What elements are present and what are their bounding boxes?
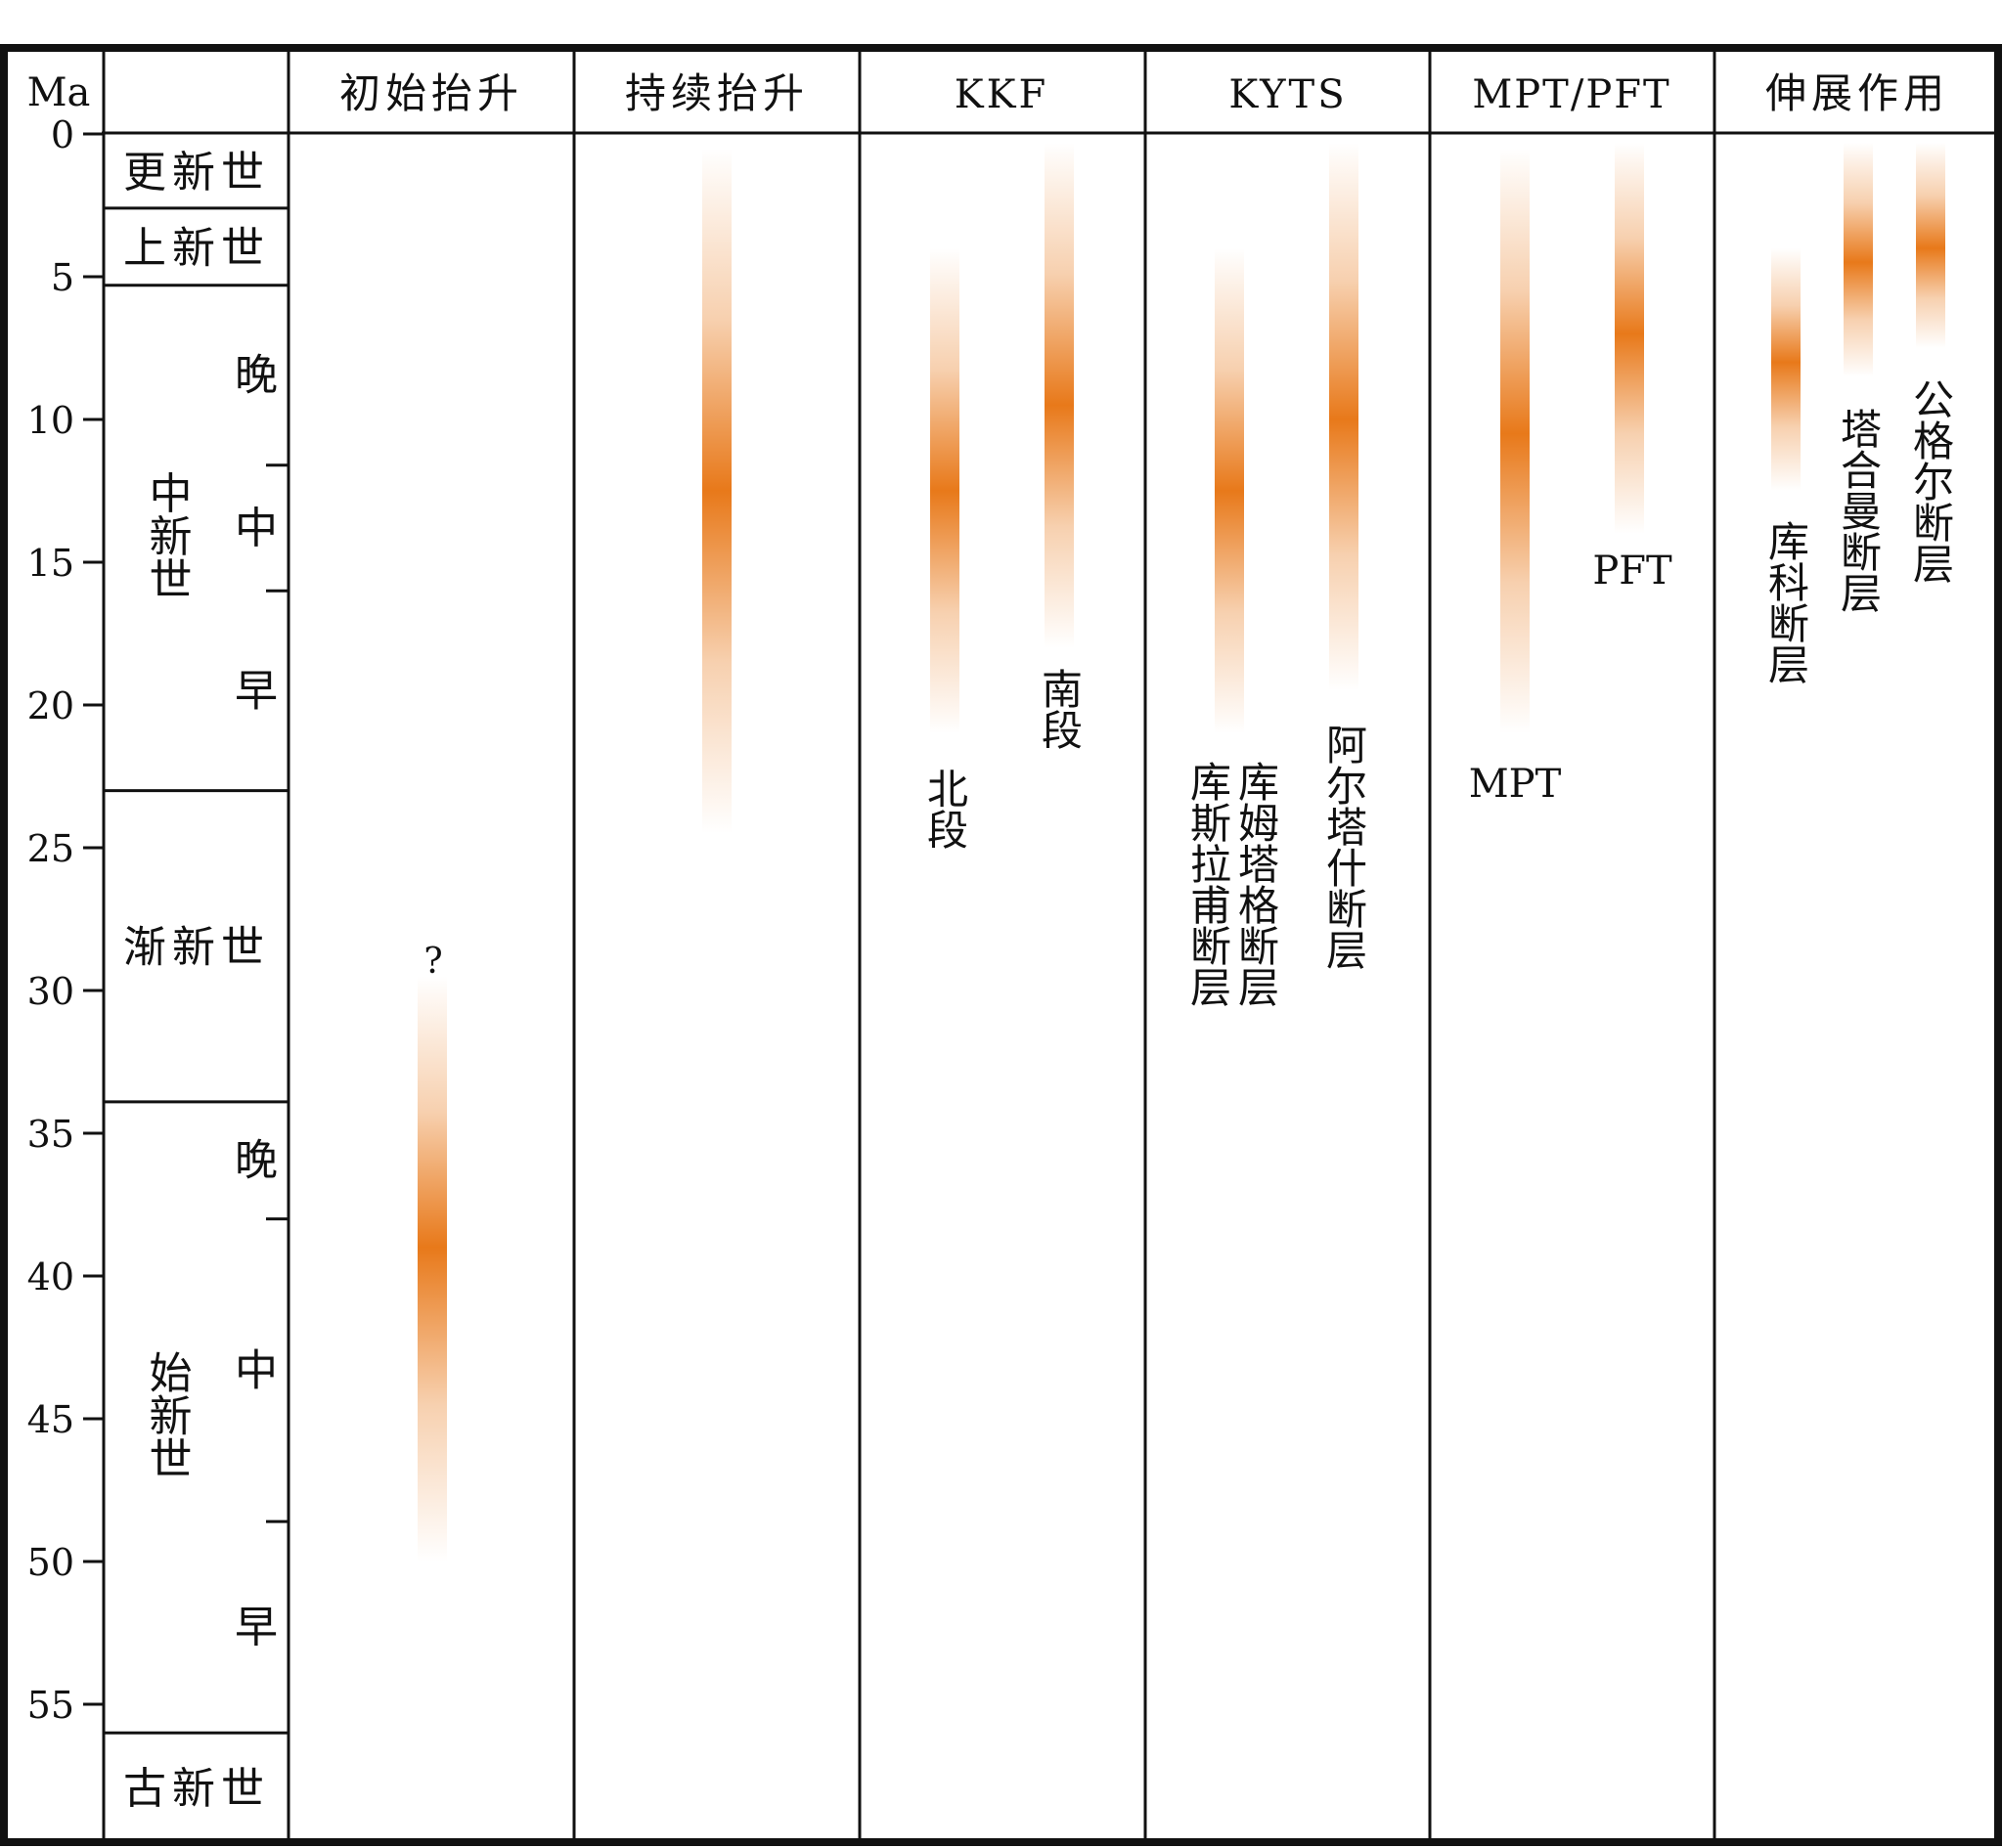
kongur-tahman-bar xyxy=(1844,142,1873,377)
kkf-south-bar xyxy=(1045,142,1074,648)
sub-epoch-label: 中 xyxy=(235,504,278,553)
kongur-gongur-label: 公格尔断层 xyxy=(1907,378,1955,584)
mpt-bar xyxy=(1500,148,1530,734)
axis-tick-label: 20 xyxy=(27,684,74,727)
kkf-north-bar xyxy=(930,247,959,734)
axis-tick-label: 50 xyxy=(27,1541,74,1584)
kkf-north-label: 北段 xyxy=(921,768,969,850)
epoch-label: 中新世 xyxy=(142,470,192,599)
outer-border xyxy=(0,44,2002,1846)
kongur-kuke-bar xyxy=(1771,247,1801,491)
sub-epoch-label: 早 xyxy=(235,1603,278,1652)
axis-tick-label: 30 xyxy=(27,970,74,1013)
initial-uplift-query-label: ? xyxy=(423,942,442,982)
chart-frame xyxy=(0,44,2002,1846)
axis-tick-label: 0 xyxy=(51,113,74,156)
axis-tick-label: 25 xyxy=(27,827,74,870)
initial-uplift-bar-bar xyxy=(418,976,447,1562)
axis-tick-label: 45 xyxy=(27,1398,74,1441)
header-initial-uplift: 初始抬升 xyxy=(339,69,523,117)
header-extension: 伸展作用 xyxy=(1765,69,1949,117)
epoch-label: 始新世 xyxy=(142,1350,192,1479)
axis-tick-label: 40 xyxy=(27,1255,74,1298)
epoch-label: 更新世 xyxy=(123,148,270,198)
axis-ticks: 0 5 10 15 20 25 30 35 40 45 50 55 xyxy=(27,113,104,1727)
epoch-label: 上新世 xyxy=(123,223,270,273)
axis-tick-label: 35 xyxy=(27,1113,74,1156)
pft-bar xyxy=(1615,142,1644,534)
header-kkf: KKF xyxy=(955,72,1049,117)
epoch-label: 古新世 xyxy=(123,1764,270,1814)
epoch-label: 渐新世 xyxy=(123,923,270,973)
axis-tick-label: 55 xyxy=(27,1684,74,1727)
kongur-tahman-label: 塔合曼断层 xyxy=(1835,408,1883,613)
kyts-kumtag-label: 库姆塔格断层 xyxy=(1232,761,1280,1007)
axis-unit-label: Ma xyxy=(27,70,91,115)
sustained-uplift-bar-bar xyxy=(702,148,732,834)
axis-layer: Ma 0 5 10 15 20 25 30 35 40 45 50 55 xyxy=(27,70,104,1727)
sub-epoch-label: 晚 xyxy=(235,1136,278,1186)
kongur-kuke-label: 库科断层 xyxy=(1762,520,1810,684)
axis-tick-label: 15 xyxy=(27,542,74,585)
kongur-gongur-bar xyxy=(1916,142,1945,348)
axis-tick-label: 10 xyxy=(27,399,74,442)
header-kyts: KYTS xyxy=(1228,72,1347,117)
sub-epoch-label: 晚 xyxy=(235,351,278,401)
kyts-kosila-label: 库斯拉甫断层 xyxy=(1184,761,1232,1007)
header-mpt-pft: MPT/PFT xyxy=(1472,72,1670,117)
sub-epoch-label: 早 xyxy=(235,666,278,716)
kkf-south-label: 南段 xyxy=(1036,668,1084,750)
kyts-kosila-bar xyxy=(1215,247,1244,734)
sub-epoch-label: 中 xyxy=(235,1345,278,1395)
kyts-altash-bar xyxy=(1329,142,1358,691)
header-sustained-uplift: 持续抬升 xyxy=(625,69,809,117)
column-headers: 初始抬升 持续抬升 KKF KYTS MPT/PFT 伸展作用 xyxy=(339,69,1949,117)
kyts-altash-label: 阿尔塔什断层 xyxy=(1320,724,1368,970)
mpt-label: MPT xyxy=(1469,762,1562,807)
pft-label: PFT xyxy=(1592,549,1672,594)
event-bars xyxy=(418,142,1945,1562)
event-labels: ? 北段 南段 库斯拉甫断层 库姆塔格断层 阿尔塔什断层 MPT PFT 库科断… xyxy=(423,378,1954,1007)
axis-tick-label: 5 xyxy=(51,256,74,299)
